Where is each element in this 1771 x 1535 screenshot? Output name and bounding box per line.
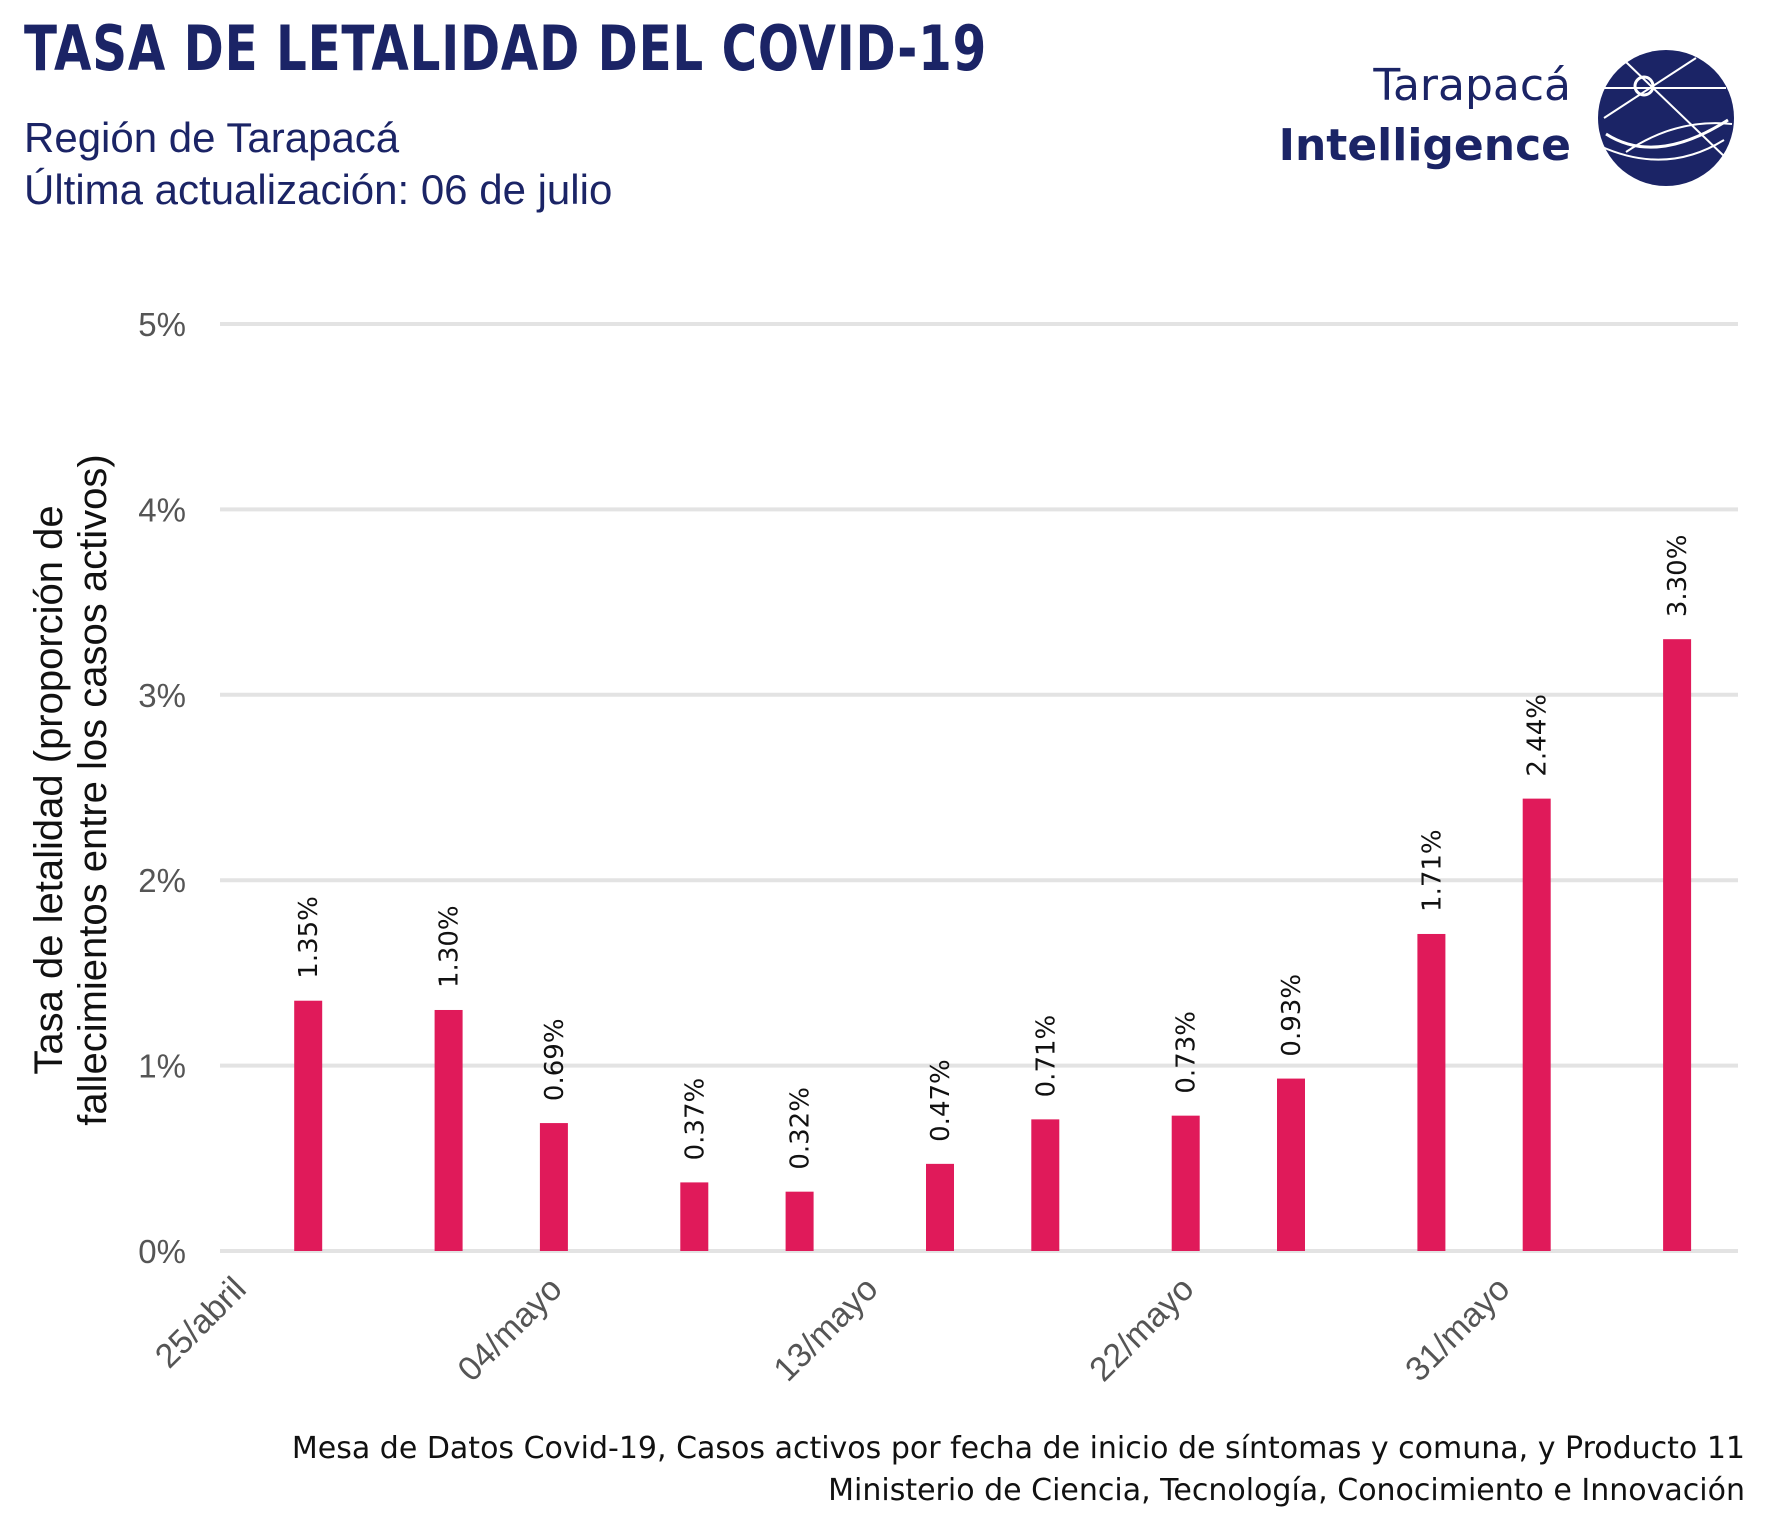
y-tick-labels: 0% 1% 2% 3% 4% 5% (138, 306, 186, 1270)
bar-value-label: 1.71% (1417, 829, 1447, 912)
bar-value-label: 0.73% (1172, 1011, 1202, 1094)
bar (1277, 1078, 1305, 1251)
logo-line2: Intelligence (1278, 120, 1571, 171)
y-axis-label-line2: fallecimientos entre los casos activos) (71, 454, 115, 1125)
chart-subtitle: Región de Tarapacá Última actualización:… (24, 112, 612, 216)
x-tick-label: 22/mayo (1082, 1270, 1201, 1389)
bar (294, 1000, 323, 1251)
bar-value-label: 0.93% (1277, 974, 1307, 1057)
y-axis-label-line1: Tasa de letalidad (proporción de (27, 505, 71, 1074)
x-tick-label: 13/mayo (766, 1270, 885, 1389)
y-tick-label: 2% (138, 862, 186, 899)
bar (926, 1163, 954, 1251)
bar-value-labels: 1.35% 1.30% 0.69% 0.37% 0.32% 0.47% 0.71% 0.73%… (294, 535, 1693, 1170)
bar-value-label: 0.32% (786, 1087, 816, 1170)
y-tick-label: 3% (138, 677, 186, 714)
caption-line1: Mesa de Datos Covid-19, Casos activos po… (291, 1431, 1745, 1466)
y-tick-label: 0% (138, 1233, 186, 1270)
bar-value-label: 0.71% (1031, 1015, 1061, 1098)
y-tick-label: 5% (138, 306, 186, 343)
x-tick-labels: 25/abril 04/mayo 13/mayo 22/mayo 31/mayo (148, 1270, 1517, 1389)
bar (1663, 639, 1692, 1251)
x-tick-label: 25/abril (148, 1270, 254, 1376)
subtitle-region: Región de Tarapacá (24, 114, 400, 161)
bar-value-label: 1.30% (435, 905, 465, 988)
bar (434, 1009, 463, 1251)
bar (539, 1123, 568, 1251)
chart-title: TASA DE LETALIDAD DEL COVID-19 (24, 12, 988, 85)
source-caption: Mesa de Datos Covid-19, Casos activos po… (292, 1428, 1745, 1512)
globe-observatory-icon (1598, 50, 1734, 186)
grid-lines (220, 322, 1738, 1253)
y-tick-label: 4% (138, 491, 186, 528)
subtitle-updated: Última actualización: 06 de julio (24, 166, 613, 213)
bar-value-label: 0.37% (680, 1078, 710, 1161)
logo-line1: Tarapacá (1373, 60, 1571, 111)
bar (1522, 798, 1551, 1251)
bar (1031, 1119, 1060, 1251)
x-tick-label: 04/mayo (450, 1270, 569, 1389)
bar-value-label: 0.47% (926, 1059, 956, 1142)
logo-wordmark: Tarapacá Intelligence (1279, 56, 1571, 176)
bar-value-label: 3.30% (1663, 535, 1693, 618)
bar (1171, 1115, 1200, 1251)
bar-value-label: 0.69% (540, 1018, 570, 1101)
bar (680, 1182, 709, 1251)
bar-value-label: 2.44% (1523, 694, 1553, 777)
bar (785, 1191, 814, 1251)
bars (294, 639, 1692, 1251)
y-tick-label: 1% (138, 1048, 186, 1085)
bar-value-label: 1.35% (294, 896, 324, 979)
bar (1417, 933, 1446, 1251)
caption-line2: Ministerio de Ciencia, Tecnología, Conoc… (828, 1473, 1745, 1508)
x-tick-label: 31/mayo (1398, 1270, 1517, 1389)
